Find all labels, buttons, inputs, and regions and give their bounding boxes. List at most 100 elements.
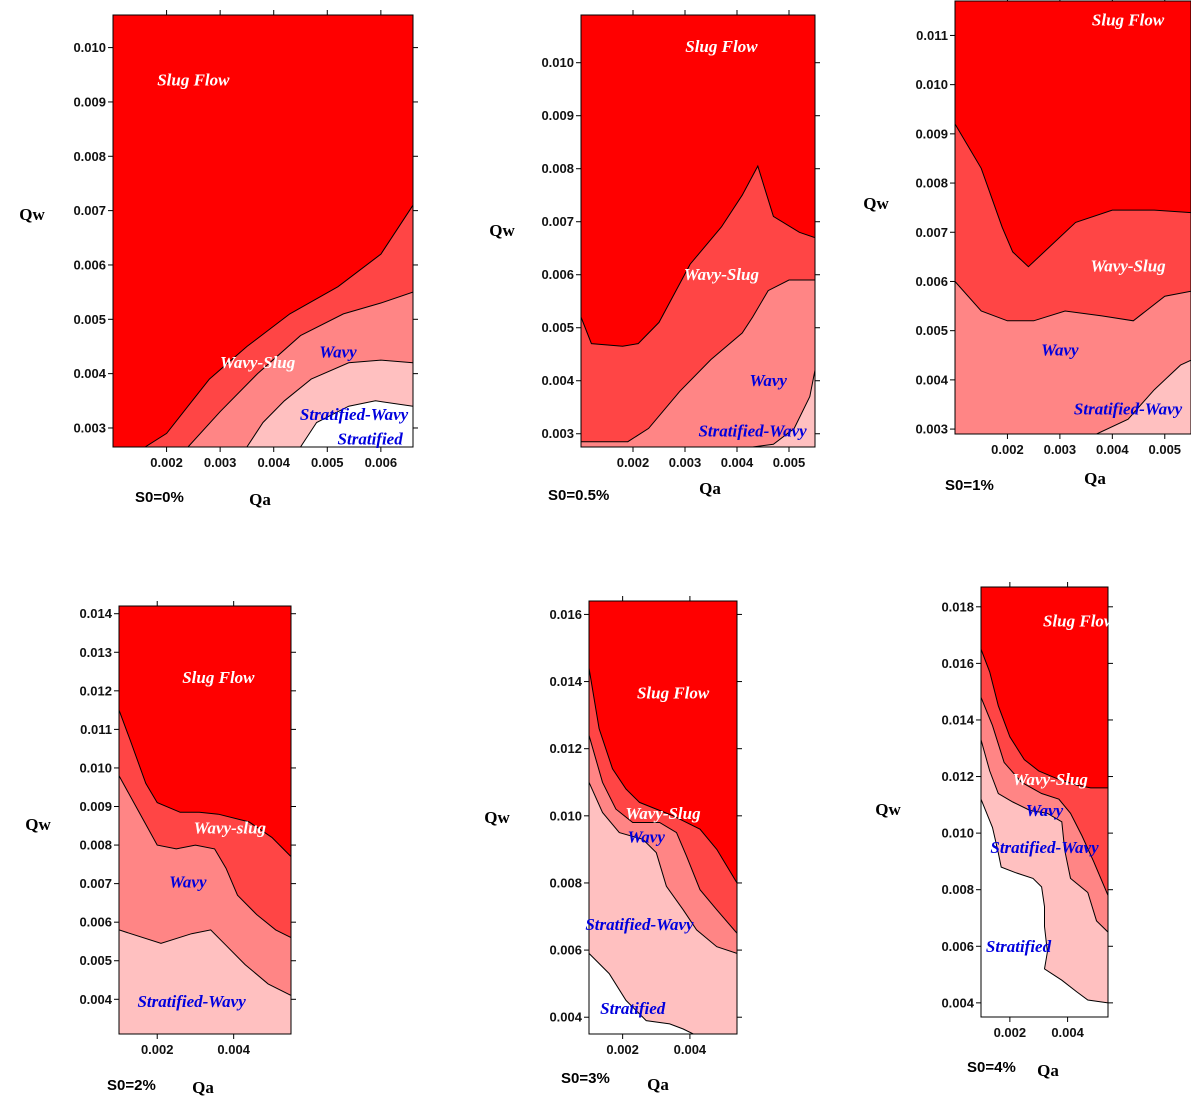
y-tick-label: 0.006 [541, 267, 574, 282]
x-axis-label: Qa [249, 490, 271, 509]
chart-panel-6: 0.004 0.006 0.008 0.010 0.012 0.014 0.016 0.018… [875, 582, 1116, 1080]
y-tick-label: 0.007 [79, 876, 112, 891]
regime-boundary-line [246, 359, 413, 447]
y-tick-label: 0.004 [941, 995, 974, 1010]
regime-boundary-line [981, 697, 1108, 896]
y-tick-label: 0.008 [941, 882, 974, 897]
y-tick-label: 0.012 [549, 741, 582, 756]
y-tick-label: 0.009 [79, 799, 112, 814]
x-tick-label: 0.004 [257, 455, 290, 470]
region-label: Stratified-Wavy [1074, 399, 1183, 418]
x-axis-label: Qa [647, 1075, 669, 1094]
region-label: Stratified-Wavy [698, 421, 807, 440]
y-axis-label: Qw [19, 205, 45, 224]
plot-frame [980, 586, 1109, 1018]
y-tick-label: 0.010 [549, 808, 582, 823]
plot-frame [588, 600, 738, 1035]
wavy-region [581, 280, 815, 447]
y-tick-label: 0.008 [73, 149, 106, 164]
y-tick-label: 0.008 [541, 161, 574, 176]
region-label: Stratified [986, 937, 1052, 956]
y-tick-label: 0.007 [541, 214, 574, 229]
y-axis-label: Qw [489, 221, 515, 240]
y-tick-label: 0.003 [73, 420, 106, 435]
y-tick-label: 0.014 [79, 606, 112, 621]
y-axis-label: Qw [863, 194, 889, 213]
y-tick-label: 0.006 [549, 943, 582, 958]
y-tick-label: 0.008 [79, 838, 112, 853]
regime-boundary-line [119, 775, 291, 939]
y-tick-label: 0.016 [941, 656, 974, 671]
x-tick-label: 0.003 [1044, 442, 1077, 457]
stratified-wavy-region [752, 370, 815, 447]
regime-boundary-line [752, 370, 815, 447]
region-label: Wavy-Slug [1090, 257, 1166, 276]
x-tick-label: 0.004 [1051, 1025, 1084, 1040]
stratified-region [300, 400, 413, 447]
region-label: Stratified-Wavy [300, 405, 409, 424]
regime-boundary-line [144, 204, 413, 447]
chart-panel-3: 0.003 0.004 0.005 0.006 0.007 0.008 0.009 0.010… [863, 0, 1191, 494]
y-tick-label: 0.004 [73, 366, 106, 381]
y-tick-label: 0.014 [941, 712, 974, 727]
y-tick-label: 0.014 [549, 674, 582, 689]
regime-boundary-line [187, 291, 413, 447]
x-tick-label: 0.004 [674, 1042, 707, 1057]
slope-label: S0=1% [945, 477, 994, 494]
y-tick-label: 0.007 [915, 225, 948, 240]
wavy-region [955, 281, 1191, 434]
x-tick-label: 0.006 [365, 455, 398, 470]
y-tick-label: 0.009 [915, 126, 948, 141]
regime-boundary-line [589, 782, 737, 954]
x-tick-label: 0.004 [721, 455, 754, 470]
region-label: Wavy-Slug [1013, 770, 1089, 789]
stratified-wavy-region [589, 782, 737, 1034]
y-tick-label: 0.010 [73, 40, 106, 55]
x-tick-label: 0.002 [617, 455, 650, 470]
y-tick-label: 0.004 [915, 372, 948, 387]
regime-boundary-line [981, 739, 1108, 933]
y-tick-label: 0.005 [73, 312, 106, 327]
y-tick-label: 0.008 [549, 875, 582, 890]
y-axis-label: Qw [875, 800, 901, 819]
region-label: Wavy [319, 342, 357, 361]
region-label: Wavy [749, 371, 787, 390]
chart-panel-1: 0.003 0.004 0.005 0.006 0.007 0.008 0.009 0.010… [19, 10, 418, 509]
regime-boundary-line [981, 649, 1108, 789]
y-tick-label: 0.006 [915, 274, 948, 289]
y-tick-label: 0.006 [73, 257, 106, 272]
chart-panel-4: 0.004 0.005 0.006 0.007 0.008 0.009 0.010 0.011… [25, 601, 296, 1097]
regime-boundary-line [955, 281, 1191, 322]
x-tick-label: 0.002 [606, 1042, 639, 1057]
stratified-region [589, 953, 737, 1034]
region-label: Wavy-Slug [220, 353, 296, 372]
region-label: Slug Flow [182, 668, 255, 687]
x-tick-label: 0.004 [217, 1042, 250, 1057]
y-tick-label: 0.005 [915, 323, 948, 338]
regime-boundary-line [581, 279, 815, 443]
slope-label: S0=4% [967, 1059, 1016, 1076]
x-axis-label: Qa [1084, 469, 1106, 488]
x-tick-label: 0.002 [150, 455, 183, 470]
regime-boundary-line [955, 123, 1191, 268]
slope-label: S0=3% [561, 1070, 610, 1087]
regime-boundary-line [955, 359, 1191, 434]
y-tick-label: 0.010 [941, 826, 974, 841]
region-label: Stratified [338, 429, 404, 448]
chart-panel-2: 0.003 0.004 0.005 0.006 0.007 0.008 0.009 0.010… [489, 10, 820, 504]
region-label: Slug Flow [1092, 11, 1165, 30]
region-label: Stratified-Wavy [585, 915, 694, 934]
x-axis-label: Qa [699, 479, 721, 498]
x-tick-label: 0.005 [773, 455, 806, 470]
region-label: Stratified-Wavy [990, 838, 1099, 857]
x-tick-label: 0.003 [669, 455, 702, 470]
y-tick-label: 0.004 [541, 373, 574, 388]
region-label: Slug Flow [685, 37, 758, 56]
slope-label: S0=2% [107, 1077, 156, 1094]
y-tick-label: 0.006 [79, 915, 112, 930]
y-axis-label: Qw [484, 808, 510, 827]
y-tick-label: 0.013 [79, 645, 112, 660]
y-tick-label: 0.004 [79, 992, 112, 1007]
y-axis-label: Qw [25, 815, 51, 834]
